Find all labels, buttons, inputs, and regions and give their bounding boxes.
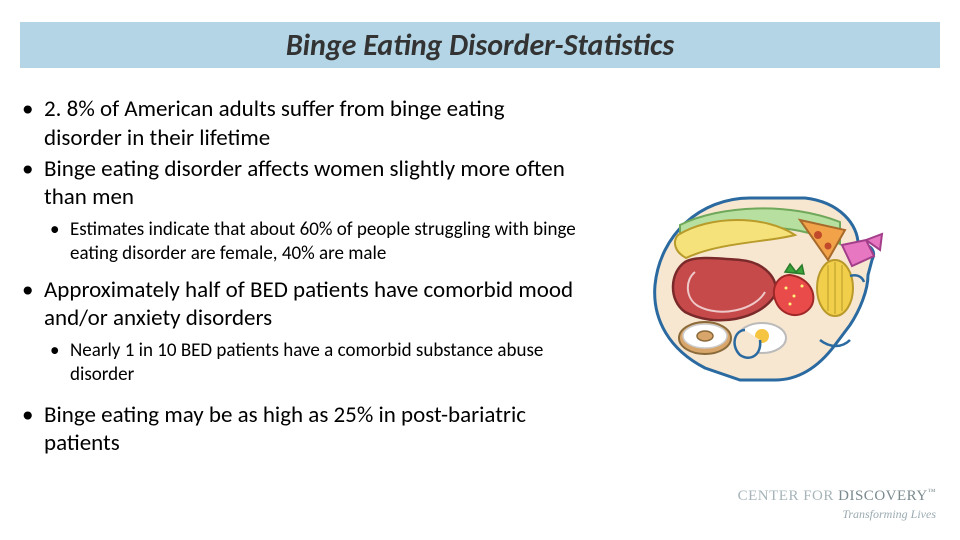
bullet-subitem: Estimates indicate that about 60% of peo… <box>20 218 580 266</box>
bullet-item: Binge eating may be as high as 25% in po… <box>20 401 580 459</box>
bullet-item: Approximately half of BED patients have … <box>20 276 580 334</box>
slide-title: Binge Eating Disorder-Statistics <box>286 27 674 64</box>
logo-tagline: Transforming Lives <box>738 507 936 522</box>
footer-logo: CENTER FOR DISCOVERY™ Transforming Lives <box>738 487 936 522</box>
bullet-item: Binge eating disorder affects women slig… <box>20 155 580 213</box>
logo-name: CENTER FOR DISCOVERY™ <box>738 487 936 505</box>
title-bar: Binge Eating Disorder-Statistics <box>20 22 940 68</box>
bullet-subitem: Nearly 1 in 10 BED patients have a comor… <box>20 339 580 387</box>
bullet-content: 2. 8% of American adults suffer from bin… <box>20 95 580 460</box>
bullet-item: 2. 8% of American adults suffer from bin… <box>20 95 580 153</box>
brain-food-illustration <box>590 180 960 390</box>
